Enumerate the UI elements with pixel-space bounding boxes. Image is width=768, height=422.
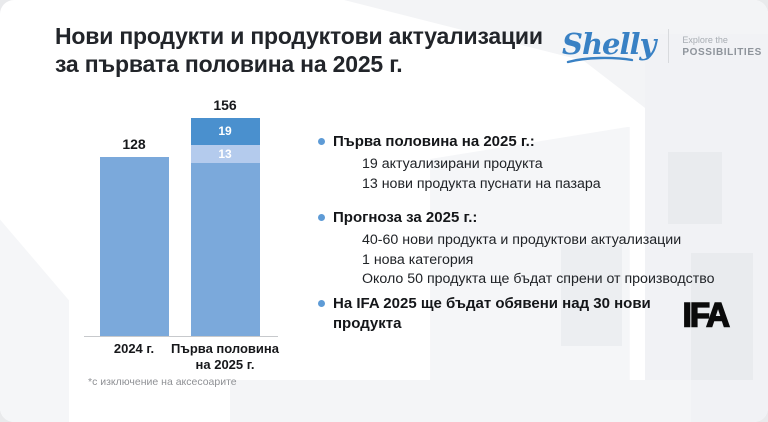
shelly-underline-flourish: [566, 56, 634, 63]
bar-category-label-line: Първа половина: [171, 341, 279, 356]
bullet-item: 13 нови продукта пуснати на пазара: [362, 175, 601, 192]
bullet-item: Около 50 продукта ще бъдат спрени от про…: [362, 271, 715, 287]
tagline-line2: POSSIBILITIES: [682, 46, 762, 58]
bar-segment: [99, 157, 169, 336]
bullet-items: 40-60 нови продукта и продуктови актуали…: [362, 231, 728, 290]
bullet-heading-row: На IFA 2025 ще бъдат обявени над 30 нови…: [318, 294, 667, 334]
brand-tagline: Explore the POSSIBILITIES: [682, 35, 761, 58]
bullet-heading: На IFA 2025 ще бъдат обявени над 30 нови…: [333, 295, 651, 332]
bar-segment: 13: [190, 144, 260, 163]
background-bottom-shape: [230, 379, 692, 422]
ifa-logo: IFA: [682, 294, 731, 334]
bar-category-label-line: 2024 г.: [113, 341, 155, 356]
bullet-heading-row: Прогноза за 2025 г.:: [318, 208, 728, 228]
shelly-wordmark: Shelly: [562, 26, 656, 61]
bullet-items: 19 актуализирани продукта 13 нови продукт…: [362, 155, 728, 194]
bar-category-label-line: на 2025 г.: [195, 357, 255, 372]
page-title: Нови продукти и продуктови актуализации …: [55, 22, 545, 78]
bullet-item: 19 актуализирани продукта: [362, 156, 543, 172]
bullet-heading: Прогноза за 2025 г.:: [333, 209, 478, 226]
tagline-line1: Explore the: [682, 34, 728, 45]
bar-segment: 19: [190, 118, 260, 145]
page-title-line2: за първата половина на 2025 г.: [55, 51, 403, 77]
bar-category-label: Първа половина на 2025 г.: [155, 341, 295, 373]
footnote: *с изключение на аксесоарите: [88, 376, 237, 388]
bar-category-label: 2024 г.: [64, 341, 204, 357]
bullet-heading-row: Първа половина на 2025 г.:: [318, 132, 728, 152]
background-left-shape: [0, 219, 70, 422]
shelly-logo: Shelly: [562, 26, 656, 63]
page-title-line1: Нови продукти и продуктови актуализации: [55, 23, 543, 49]
logo-divider: [668, 29, 670, 63]
bullet-dot-icon: [318, 138, 325, 145]
bar-total-label: 128: [122, 136, 146, 153]
bar-segment-value-label: 13: [218, 146, 232, 161]
bullet-item: 40-60 нови продукта и продуктови актуали…: [362, 232, 682, 248]
bullet-section: На IFA 2025 ще бъдат обявени над 30 нови…: [318, 294, 731, 334]
bar-segment-value-label: 19: [218, 124, 232, 139]
bullet-heading: Първа половина на 2025 г.:: [333, 133, 535, 150]
bar-segment: [190, 162, 260, 336]
bullet-dot-icon: [318, 214, 325, 221]
bar-total-label: 156: [213, 97, 237, 113]
bullet-section: Първа половина на 2025 г.: 19 актуализира…: [318, 132, 728, 194]
brand-logo: Shelly Explore the POSSIBILITIES: [562, 24, 762, 68]
bullet-section: Прогноза за 2025 г.: 40-60 нови продукта …: [318, 208, 728, 290]
chart-axis-line: [84, 336, 278, 337]
bullet-dot-icon: [318, 300, 325, 307]
bullet-item: 1 нова категория: [362, 251, 474, 268]
